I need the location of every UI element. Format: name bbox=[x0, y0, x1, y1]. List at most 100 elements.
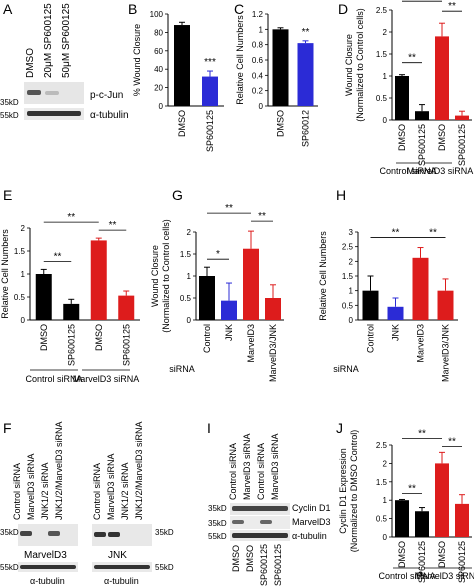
bar bbox=[395, 500, 409, 537]
panel-letter-d: D bbox=[338, 1, 348, 17]
y-tick-label: 0 bbox=[259, 102, 264, 111]
panel-i-blot: Control siRNA MarvelD3 siRNA Control siR… bbox=[208, 433, 331, 586]
treatment-label: DMSO bbox=[245, 545, 255, 572]
bar bbox=[362, 290, 379, 320]
y-tick-label: 2.5 bbox=[376, 441, 388, 450]
x-tick-label: JNK bbox=[391, 324, 401, 341]
x-tick-label: DMSO bbox=[397, 541, 407, 568]
blot-band bbox=[20, 531, 32, 536]
y-tick-label: 1 bbox=[259, 25, 264, 34]
y-axis-label: % Wound Closure bbox=[132, 24, 142, 96]
y-tick-label: 0.5 bbox=[376, 94, 388, 103]
x-tick-label: DMSO bbox=[94, 324, 104, 351]
x-tick-label: DMSO bbox=[437, 541, 447, 568]
bar bbox=[415, 511, 429, 537]
lane-label: Control siRNA bbox=[12, 463, 22, 520]
significance-label: ** bbox=[429, 228, 437, 239]
mw-marker: 35kD bbox=[208, 504, 227, 513]
band-label: p-c-Jun bbox=[90, 90, 123, 101]
bar bbox=[272, 29, 289, 106]
group-label: Control siRNA bbox=[378, 571, 435, 581]
y-tick-label: 2 bbox=[349, 257, 354, 266]
panel-letter-i: I bbox=[207, 420, 211, 436]
significance-label: ** bbox=[408, 53, 416, 64]
y-tick-label: 0 bbox=[159, 102, 164, 111]
y-tick-label: 2 bbox=[383, 459, 388, 468]
mw-marker: 55kD bbox=[0, 563, 19, 572]
lane-label: DMSO bbox=[25, 48, 36, 78]
blot-band bbox=[232, 506, 288, 511]
group-label: MarvelD3 siRNA bbox=[415, 571, 474, 581]
x-tick-label: MarvelD3 bbox=[246, 324, 256, 363]
x-tick-label: SP600125 bbox=[457, 541, 467, 583]
chart-g: 0 0.5 1 1.5 2 Wound Closure (Normalized to Con… bbox=[150, 203, 284, 382]
bar bbox=[297, 43, 314, 106]
x-tick-label: DMSO bbox=[276, 110, 286, 137]
y-tick-label: 0.6 bbox=[252, 56, 264, 65]
y-tick-label: 0.5 bbox=[14, 293, 26, 302]
y-axis-label: (Normalized to DMSO Control) bbox=[349, 430, 359, 553]
significance-label: ** bbox=[258, 211, 266, 222]
bar bbox=[387, 306, 404, 320]
chart-d: 0 0.5 1 1.5 2 2.5 Wound Closure (Normalized to … bbox=[344, 0, 472, 166]
panel-letter-b: B bbox=[128, 1, 137, 17]
mw-marker: 55kD bbox=[155, 563, 174, 572]
blot-band bbox=[20, 565, 76, 569]
mw-marker: 55kD bbox=[0, 111, 19, 120]
mw-marker: 35kD bbox=[208, 519, 227, 528]
y-tick-label: 1.2 bbox=[252, 10, 264, 19]
blot-band bbox=[232, 520, 244, 524]
y-tick-label: 1.5 bbox=[14, 247, 26, 256]
y-tick-label: 0.4 bbox=[252, 71, 264, 80]
significance-label: ** bbox=[54, 251, 62, 262]
y-tick-label: 3 bbox=[349, 228, 354, 237]
bar bbox=[202, 76, 218, 106]
panel-letter-e: E bbox=[3, 187, 12, 203]
y-tick-label: 100 bbox=[150, 10, 164, 19]
x-tick-label: SP600125 bbox=[205, 110, 215, 152]
bar bbox=[221, 300, 237, 320]
y-tick-label: 0.5 bbox=[376, 515, 388, 524]
y-tick-label: 1 bbox=[349, 287, 354, 296]
x-tick-label: DMSO bbox=[177, 110, 187, 137]
x-tick-label: SP600125 bbox=[417, 541, 427, 583]
band-label: α-tubulin bbox=[292, 531, 327, 541]
mw-marker: 35kD bbox=[0, 98, 19, 107]
x-tick-label: Control bbox=[366, 324, 376, 353]
significance-label: ** bbox=[392, 228, 400, 239]
bar bbox=[35, 274, 52, 320]
y-tick-label: 1 bbox=[187, 272, 192, 281]
y-tick-label: 1.5 bbox=[342, 272, 354, 281]
group-label: Control siRNA bbox=[379, 166, 436, 176]
chart-e: 0 0.5 1 1.5 2 Relative Cell Numbers DMSO SP6001… bbox=[0, 212, 140, 366]
y-tick-label: 0.5 bbox=[180, 294, 192, 303]
lane-label: Control siRNA bbox=[228, 443, 238, 500]
bar bbox=[174, 25, 190, 106]
bar bbox=[415, 111, 429, 120]
significance-label: ** bbox=[408, 483, 416, 494]
sirna-label: siRNA bbox=[333, 364, 359, 374]
y-tick-label: 1 bbox=[383, 496, 388, 505]
y-axis-label: (Normalized to Control cells) bbox=[161, 219, 171, 333]
band-label: α-tubulin bbox=[104, 576, 139, 586]
chart-h: 0 0.5 1 1.5 2 2.5 3 Relative Cell Numbers Contro… bbox=[318, 228, 458, 382]
bar bbox=[63, 303, 80, 320]
blot-band bbox=[232, 533, 288, 538]
chart-c: 0 0.2 0.4 0.6 0.8 1 1.2 Relative Cell Numbers DM… bbox=[235, 10, 318, 147]
y-tick-label: 20 bbox=[154, 84, 163, 93]
bar bbox=[435, 36, 449, 120]
panel-f-blot: Control siRNA MarvelD3 siRNA JNK1/2 siRN… bbox=[0, 421, 174, 586]
y-tick-label: 0.5 bbox=[342, 301, 354, 310]
lane-label: MarvelD3 siRNA bbox=[242, 433, 252, 500]
lane-label: 20μM SP600125 bbox=[43, 3, 54, 78]
panel-letter-g: G bbox=[172, 187, 183, 203]
bar bbox=[265, 298, 281, 320]
mw-marker: 55kD bbox=[208, 532, 227, 541]
lane-label: JNK1/2 siRNA bbox=[120, 462, 130, 520]
significance-label: ** bbox=[448, 1, 456, 12]
x-tick-label: SP600125 bbox=[457, 124, 467, 166]
group-labels: Control siRNA MarvelD3 siRNA Control siR… bbox=[25, 162, 474, 581]
significance-label: * bbox=[420, 0, 424, 2]
group-label: Control siRNA bbox=[25, 374, 82, 384]
bar bbox=[199, 276, 215, 320]
